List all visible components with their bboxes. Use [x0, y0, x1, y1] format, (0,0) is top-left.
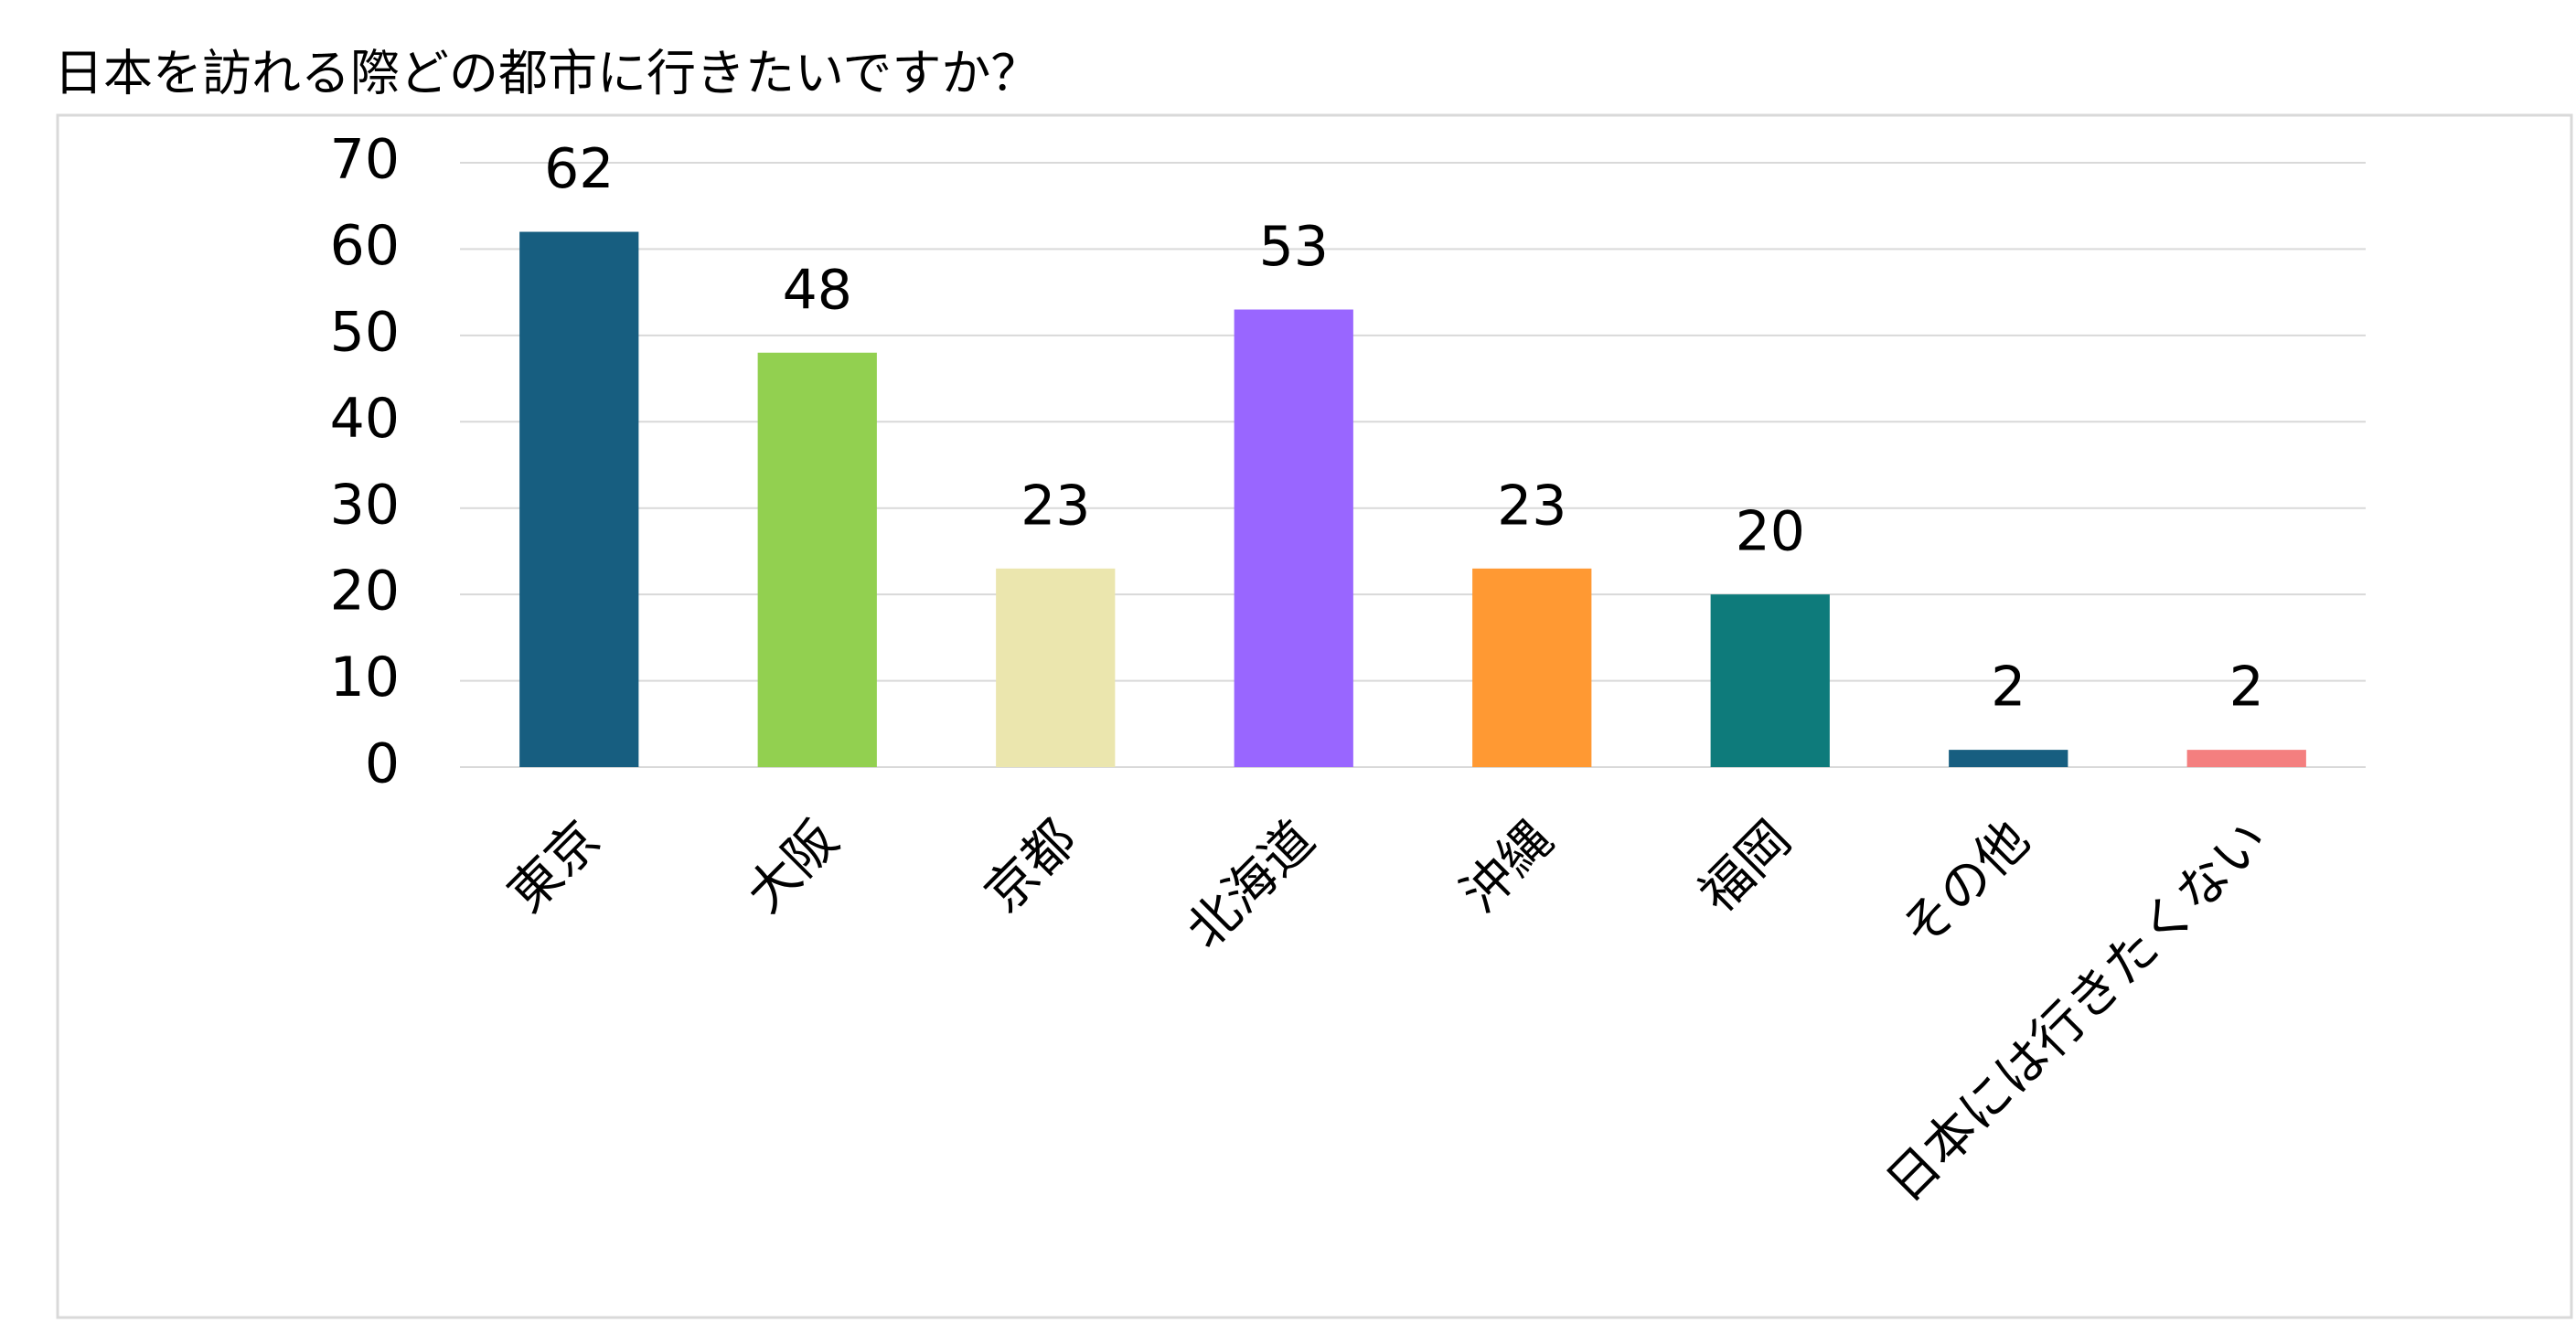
data-label: 62	[544, 137, 614, 201]
data-label: 2	[2229, 656, 2264, 720]
data-label: 53	[1259, 215, 1329, 279]
y-tick-label: 60	[330, 214, 400, 278]
y-tick-label: 70	[330, 128, 400, 192]
y-tick-label: 50	[330, 300, 400, 364]
chart-title: 日本を訪れる際どの都市に行きたいですか？	[54, 45, 1040, 102]
bar	[1949, 750, 2068, 767]
y-tick-label: 30	[330, 473, 400, 537]
data-label: 23	[1497, 474, 1566, 538]
y-tick-label: 0	[365, 732, 400, 796]
data-label: 20	[1736, 500, 1805, 564]
bar	[757, 352, 877, 767]
bar	[2186, 750, 2306, 767]
data-label: 48	[783, 258, 852, 322]
bar	[519, 231, 639, 768]
bar	[1710, 594, 1830, 767]
y-tick-label: 20	[330, 560, 400, 624]
y-tick-label: 10	[330, 645, 400, 710]
y-tick-label: 40	[330, 387, 400, 451]
bar	[1472, 568, 1592, 767]
data-label: 23	[1021, 474, 1090, 538]
bar	[1234, 309, 1353, 767]
data-label: 2	[1991, 656, 2026, 720]
bar	[996, 568, 1116, 767]
